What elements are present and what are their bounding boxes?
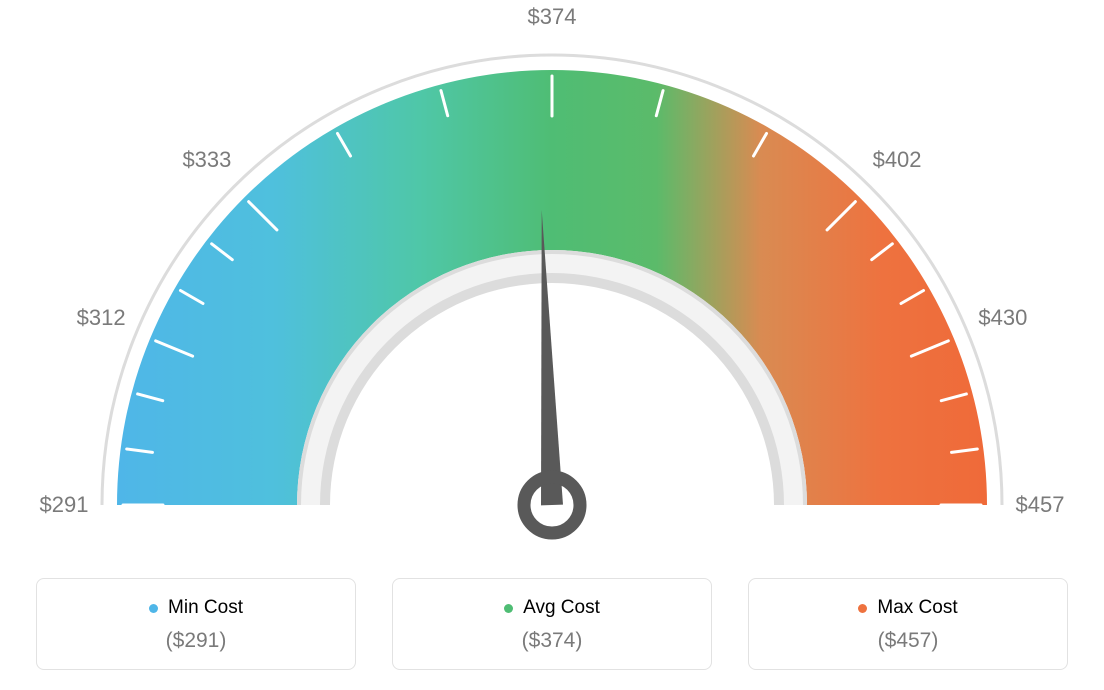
dot-icon xyxy=(858,604,867,613)
legend-title-avg: Avg Cost xyxy=(504,597,600,619)
legend-value-max: ($457) xyxy=(749,629,1067,653)
legend-value-avg: ($374) xyxy=(393,629,711,653)
gauge-tick-label: $457 xyxy=(1016,492,1065,518)
gauge-tick-label: $333 xyxy=(182,147,231,173)
gauge-tick-label: $374 xyxy=(528,4,577,30)
legend-title-max: Max Cost xyxy=(858,597,957,619)
legend-title-min: Min Cost xyxy=(149,597,243,619)
gauge-tick-label: $312 xyxy=(77,305,126,331)
gauge-svg xyxy=(0,0,1104,560)
legend-card-max: Max Cost ($457) xyxy=(748,578,1068,670)
legend-title-text: Max Cost xyxy=(877,597,957,619)
gauge-tick-label: $291 xyxy=(40,492,89,518)
legend-row: Min Cost ($291) Avg Cost ($374) Max Cost… xyxy=(0,578,1104,670)
gauge-tick-label: $430 xyxy=(978,305,1027,331)
gauge-tick-label: $402 xyxy=(873,147,922,173)
legend-card-avg: Avg Cost ($374) xyxy=(392,578,712,670)
legend-title-text: Min Cost xyxy=(168,597,243,619)
legend-card-min: Min Cost ($291) xyxy=(36,578,356,670)
gauge: $291 $312 $333 $374 $402 $430 $457 xyxy=(0,0,1104,560)
legend-title-text: Avg Cost xyxy=(523,597,600,619)
chart-container: $291 $312 $333 $374 $402 $430 $457 Min Cost ($… xyxy=(0,0,1104,690)
dot-icon xyxy=(504,604,513,613)
legend-value-min: ($291) xyxy=(37,629,355,653)
dot-icon xyxy=(149,604,158,613)
